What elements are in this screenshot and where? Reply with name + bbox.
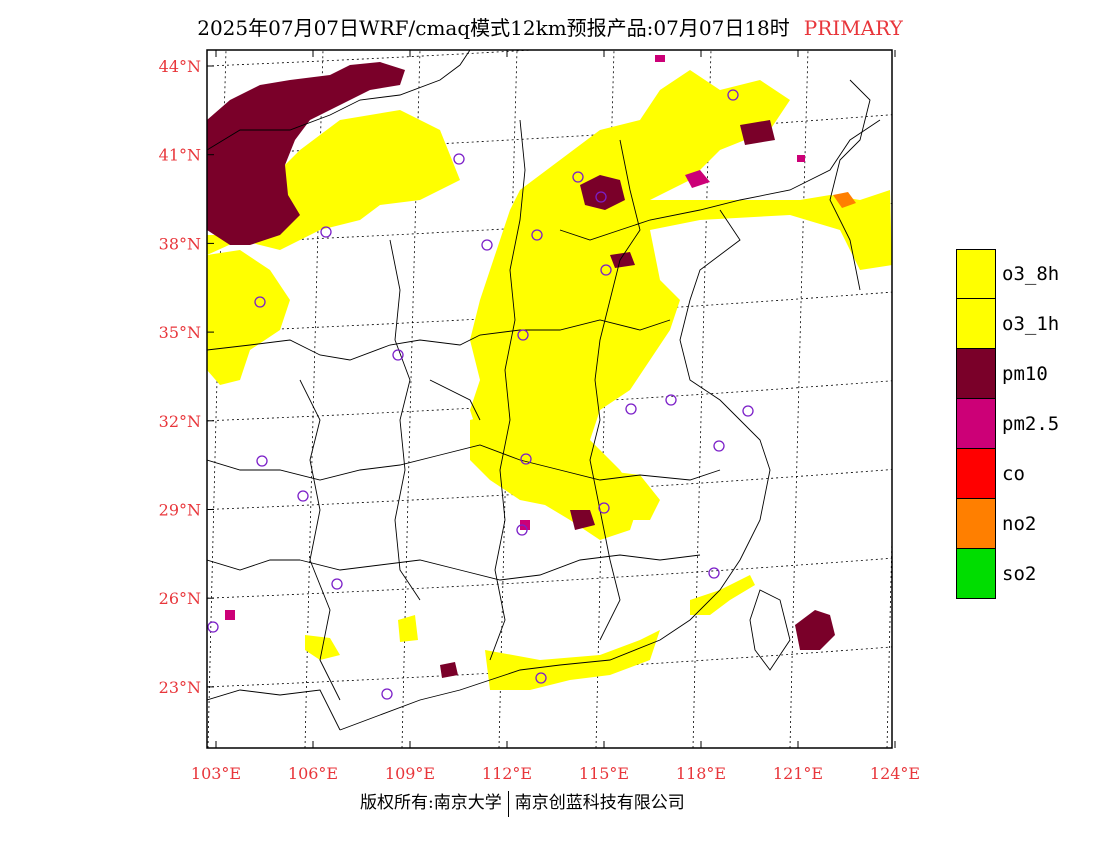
station-marker [381,688,393,700]
meridian-line [886,521,892,748]
lat-tick-label: 38°N [159,234,201,253]
map-layers [207,50,892,748]
legend-swatch [956,399,996,449]
legend-swatch [956,299,996,349]
legend-item: o3_8h [956,249,1086,299]
station-marker [742,405,754,417]
station-marker [595,191,607,203]
legend-item: pm2.5 [956,399,1086,449]
lat-tick-label: 41°N [159,146,201,165]
lat-tick-label: 44°N [159,57,201,76]
lon-tick-label: 118°E [676,764,726,783]
station-marker [297,490,309,502]
station-marker [520,453,532,465]
lat-tick-label: 32°N [159,412,201,431]
legend-label: o3_8h [1002,263,1060,285]
footer-company: 南京创蓝科技有限公司 [514,793,685,813]
station-marker [598,502,610,514]
lon-tick-label: 121°E [773,764,823,783]
legend-item: so2 [956,549,1086,599]
legend-label: pm2.5 [1002,413,1060,435]
legend-label: co [1002,463,1025,485]
lon-tick-label: 106°E [288,764,338,783]
parallel-line [207,557,892,599]
station-marker [600,264,612,276]
legend-label: o3_1h [1002,313,1060,335]
legend-swatch [956,549,996,599]
lon-tick-label: 112°E [482,764,532,783]
station-marker [572,171,584,183]
station-marker [665,394,677,406]
legend-item: o3_1h [956,299,1086,349]
station-marker [713,440,725,452]
station-markers [207,89,754,700]
footer-separator [507,790,509,817]
lon-tick-label: 109°E [385,764,435,783]
lon-tick-label: 115°E [579,764,629,783]
title-primary-tag: PRIMARY [803,16,903,40]
lon-tick-label: 103°E [191,764,241,783]
legend-label: so2 [1002,563,1037,585]
legend-label: pm10 [1002,363,1048,385]
title-main: 2025年07月07日WRF/cmaq模式12km预报产品:07月07日18时 [197,16,790,40]
station-marker [254,296,266,308]
no2-area-layer [833,192,856,208]
legend-label: no2 [1002,513,1037,535]
axis-ticks: 103°E 106°E 109°E 112°E 115°E 118°E 121°E 124°E… [159,50,920,783]
lon-tick-label: 124°E [870,764,920,783]
station-marker [727,89,739,101]
station-marker [331,578,343,590]
station-marker [481,239,493,251]
legend-swatch [956,349,996,399]
station-marker [535,672,547,684]
map-title: 2025年07月07日WRF/cmaq模式12km预报产品:07月07日18时 P… [0,12,1100,41]
pm10-area-layer [207,62,835,678]
o3-area-layer [207,70,892,690]
legend-item: pm10 [956,349,1086,399]
pm25-area-layer [225,55,805,620]
station-marker [517,329,529,341]
station-marker [256,455,268,467]
legend-item: no2 [956,499,1086,549]
legend: o3_8h o3_1h pm10 pm2.5 co no2 so2 [956,249,1086,599]
legend-swatch [956,249,996,299]
province-boundaries [207,50,881,731]
copyright-footer: 版权所有:南京大学 南京创蓝科技有限公司 [360,788,685,817]
station-marker [531,229,543,241]
station-marker [207,621,219,633]
parallel-line [207,50,540,67]
legend-item: co [956,449,1086,499]
lat-tick-label: 35°N [159,323,201,342]
station-marker [453,153,465,165]
footer-copyright: 版权所有:南京大学 [360,793,502,813]
station-marker [392,349,404,361]
lat-tick-label: 29°N [159,501,201,520]
map-frame [206,49,893,749]
station-marker [708,567,720,579]
station-marker [625,403,637,415]
station-marker [516,524,528,536]
legend-swatch [956,499,996,549]
station-marker [320,226,332,238]
lat-tick-label: 23°N [159,678,201,697]
legend-swatch [956,449,996,499]
lat-tick-label: 26°N [159,589,201,608]
